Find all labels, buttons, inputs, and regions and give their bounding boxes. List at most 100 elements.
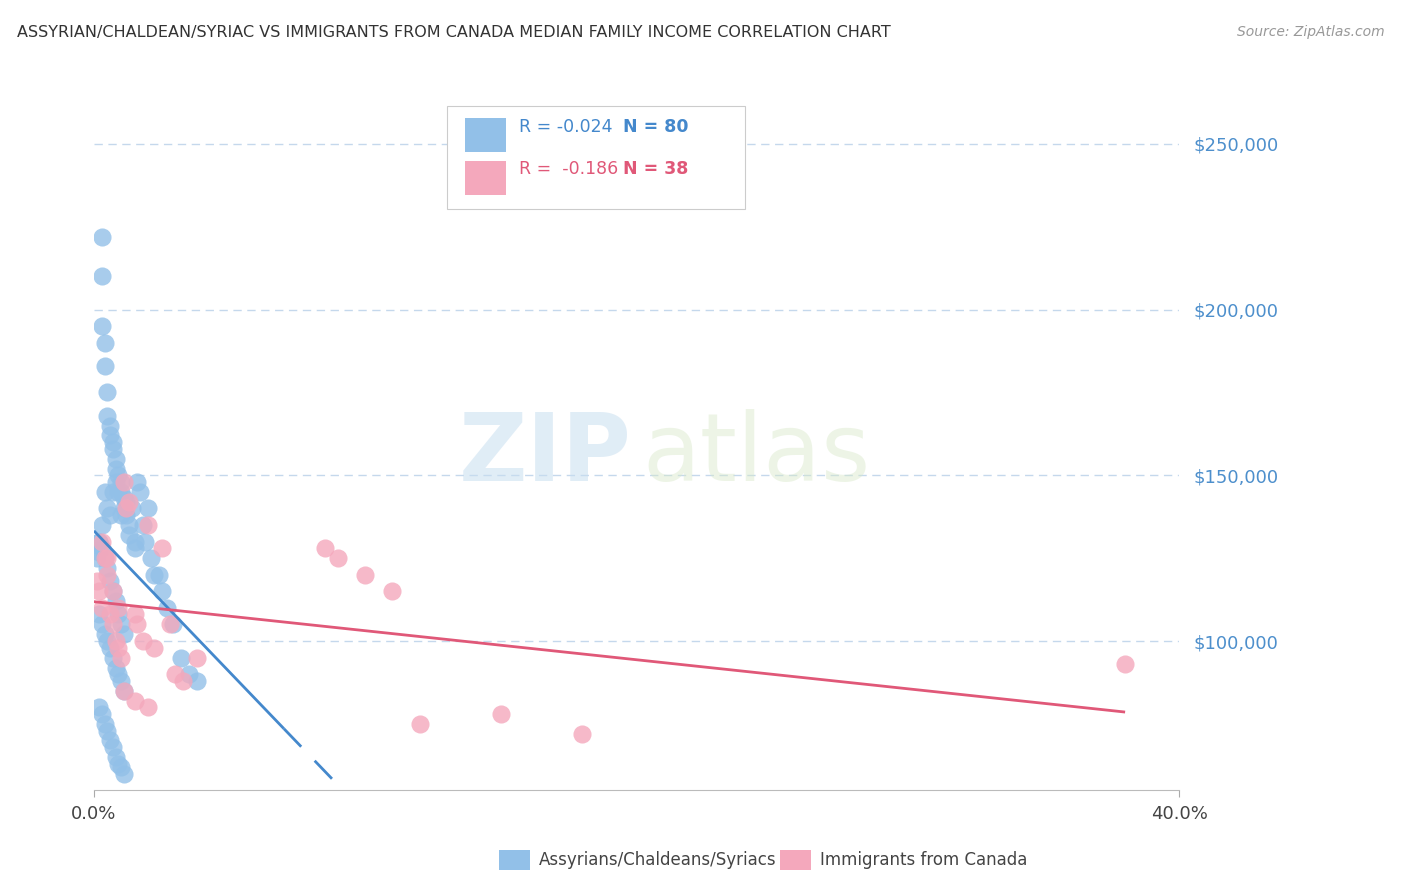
Text: ZIP: ZIP	[458, 409, 631, 501]
Point	[129, 484, 152, 499]
Point	[96, 723, 118, 738]
Point	[91, 706, 114, 721]
Point	[104, 475, 127, 489]
Point	[91, 229, 114, 244]
Point	[159, 617, 181, 632]
Point	[124, 694, 146, 708]
Point	[186, 650, 208, 665]
Point	[115, 508, 138, 522]
Text: atlas: atlas	[643, 409, 870, 501]
Point	[98, 607, 121, 622]
Point	[91, 518, 114, 533]
Point	[107, 640, 129, 655]
Text: R =  -0.186: R = -0.186	[519, 161, 619, 178]
Point	[354, 567, 377, 582]
Point	[107, 600, 129, 615]
Point	[132, 518, 155, 533]
Point	[96, 385, 118, 400]
Point	[94, 627, 117, 641]
Point	[101, 584, 124, 599]
Point	[107, 667, 129, 681]
Point	[162, 617, 184, 632]
Point	[489, 706, 512, 721]
Point	[96, 567, 118, 582]
Point	[104, 634, 127, 648]
Point	[104, 660, 127, 674]
Point	[104, 594, 127, 608]
Point	[91, 617, 114, 632]
Point	[91, 534, 114, 549]
Point	[118, 528, 141, 542]
Point	[91, 600, 114, 615]
Point	[96, 634, 118, 648]
Point	[107, 484, 129, 499]
Point	[96, 409, 118, 423]
Point	[118, 495, 141, 509]
Point	[136, 518, 159, 533]
Point	[98, 428, 121, 442]
Point	[98, 733, 121, 747]
Point	[127, 475, 149, 489]
Point	[186, 673, 208, 688]
Point	[177, 667, 200, 681]
Point	[89, 607, 111, 622]
Point	[150, 584, 173, 599]
Point	[139, 551, 162, 566]
Point	[91, 269, 114, 284]
Point	[328, 551, 350, 566]
Point	[110, 673, 132, 688]
Point	[89, 534, 111, 549]
Point	[1114, 657, 1136, 672]
Point	[107, 607, 129, 622]
Point	[134, 534, 156, 549]
Point	[136, 501, 159, 516]
Point	[86, 574, 108, 589]
Point	[91, 541, 114, 556]
Point	[107, 756, 129, 771]
Point	[94, 484, 117, 499]
Point	[124, 534, 146, 549]
Point	[112, 683, 135, 698]
Point	[118, 518, 141, 533]
Point	[96, 501, 118, 516]
Point	[172, 673, 194, 688]
Point	[94, 359, 117, 373]
Point	[112, 683, 135, 698]
Point	[89, 544, 111, 558]
Point	[101, 435, 124, 450]
Point	[101, 617, 124, 632]
Point	[112, 501, 135, 516]
Point	[110, 475, 132, 489]
Text: N = 80: N = 80	[623, 118, 688, 136]
Text: N = 38: N = 38	[623, 161, 688, 178]
Point	[98, 508, 121, 522]
Point	[101, 584, 124, 599]
Point	[381, 584, 404, 599]
Point	[104, 451, 127, 466]
Point	[121, 501, 143, 516]
Point	[112, 627, 135, 641]
Point	[94, 335, 117, 350]
Text: ASSYRIAN/CHALDEAN/SYRIAC VS IMMIGRANTS FROM CANADA MEDIAN FAMILY INCOME CORRELAT: ASSYRIAN/CHALDEAN/SYRIAC VS IMMIGRANTS F…	[17, 25, 890, 40]
Point	[408, 717, 430, 731]
Point	[115, 501, 138, 516]
Point	[89, 584, 111, 599]
Text: Immigrants from Canada: Immigrants from Canada	[820, 851, 1026, 869]
Point	[110, 484, 132, 499]
Point	[96, 561, 118, 575]
Point	[110, 617, 132, 632]
Point	[136, 700, 159, 714]
FancyBboxPatch shape	[465, 118, 506, 153]
Text: R = -0.024: R = -0.024	[519, 118, 613, 136]
Point	[148, 567, 170, 582]
Point	[89, 700, 111, 714]
Point	[142, 640, 165, 655]
Point	[94, 551, 117, 566]
Point	[94, 717, 117, 731]
Point	[91, 319, 114, 334]
Point	[98, 418, 121, 433]
Point	[98, 574, 121, 589]
Text: Source: ZipAtlas.com: Source: ZipAtlas.com	[1237, 25, 1385, 39]
Point	[101, 740, 124, 755]
Point	[150, 541, 173, 556]
